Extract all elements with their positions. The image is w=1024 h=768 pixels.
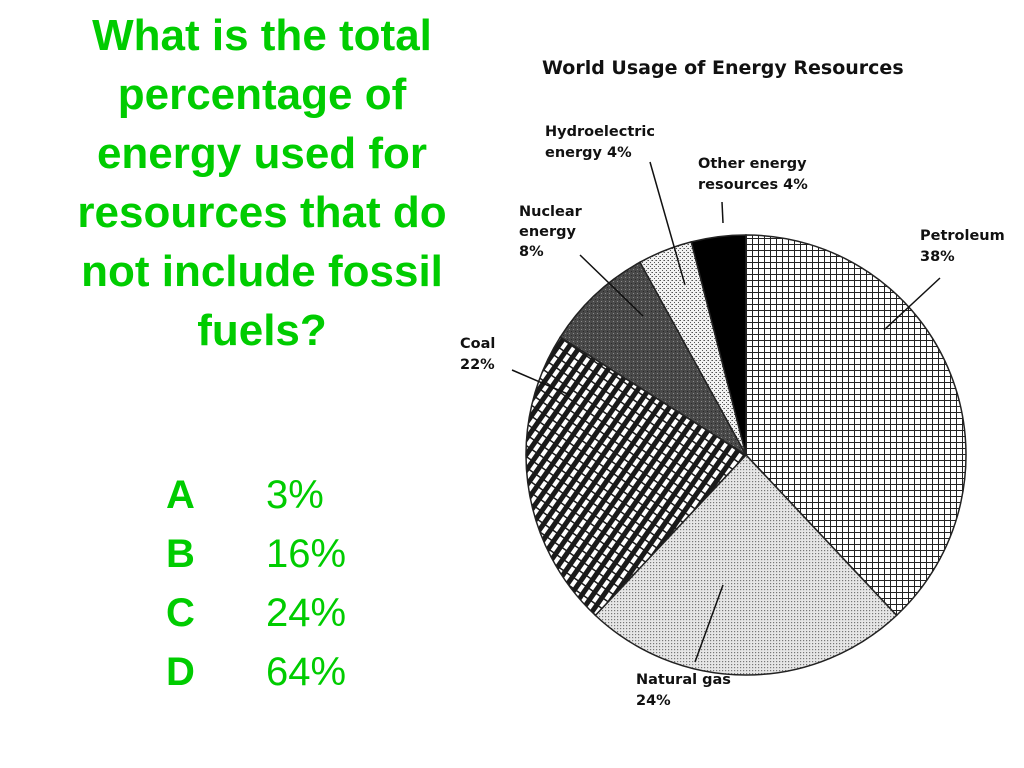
- answer-letter: B: [166, 532, 195, 576]
- slice-label: Nuclear energy 8%: [519, 204, 583, 260]
- pie-slice-nuclear-energy: [559, 261, 747, 456]
- answer-value: 16%: [266, 532, 347, 576]
- slice-label-line: Hydroelectric: [545, 124, 655, 140]
- slice-label-line: 8%: [519, 244, 544, 260]
- answer-value: 3%: [266, 473, 324, 517]
- question-text: What is the total percentage of energy u…: [14, 6, 510, 360]
- answer-option-d[interactable]: D 64%: [166, 643, 346, 702]
- pie-slice-other-energy-resources: [690, 234, 747, 456]
- answer-letter: D: [166, 650, 195, 694]
- slice-label-line: resources 4%: [698, 177, 808, 193]
- question-line: percentage of: [117, 70, 407, 119]
- slice-label-line: 24%: [636, 693, 671, 709]
- question-line: What is the total: [92, 11, 432, 60]
- answer-option-a[interactable]: A 3%: [166, 466, 346, 525]
- question-line: not include fossil: [81, 247, 443, 296]
- answer-option-b[interactable]: B 16%: [166, 525, 346, 584]
- slice-label: Hydroelectric energy 4%: [545, 124, 655, 161]
- leader-line: [579, 254, 644, 317]
- slice-label-line: Coal: [460, 336, 495, 352]
- answer-value: 64%: [266, 650, 347, 694]
- leader-line: [883, 277, 941, 331]
- slice-label-line: energy: [519, 224, 577, 240]
- slice-label: Natural gas 24%: [636, 672, 731, 709]
- slice-label-line: energy 4%: [545, 145, 632, 161]
- leader-line: [511, 369, 571, 396]
- pie-slice-natural-gas: [594, 453, 898, 676]
- question-line: energy used for: [96, 129, 428, 178]
- leader-line: [649, 161, 686, 286]
- pie-slices: [525, 234, 967, 676]
- leader-line: [694, 584, 724, 663]
- slice-label-line: Petroleum: [920, 228, 1005, 244]
- leader-line: [721, 201, 724, 224]
- slice-label: Petroleum 38%: [920, 228, 1005, 265]
- slice-label: Coal 22%: [460, 336, 495, 373]
- slice-label-line: 38%: [920, 249, 955, 265]
- answer-value: 24%: [266, 591, 347, 635]
- slice-label-line: Other energy: [698, 156, 807, 172]
- slice-labels: Petroleum 38% Natural gas 24% Coal 22% Nuclear…: [460, 124, 1005, 709]
- question-line: resources that do: [77, 188, 447, 237]
- slice-label-line: 22%: [460, 357, 495, 373]
- answer-letter: A: [166, 473, 195, 517]
- answer-choices: A 3% B 16% C 24% D 64%: [166, 466, 346, 702]
- answer-option-c[interactable]: C 24%: [166, 584, 346, 643]
- chart-title: World Usage of Energy Resources: [542, 57, 904, 79]
- pie-slice-coal: [525, 336, 748, 617]
- slice-label-line: Nuclear: [519, 204, 583, 220]
- slice-label: Other energy resources 4%: [698, 156, 808, 193]
- question-line: fuels?: [197, 306, 327, 355]
- leader-lines: [511, 161, 941, 663]
- pie-slice-petroleum: [745, 234, 967, 617]
- slice-label-line: Natural gas: [636, 672, 731, 688]
- answer-letter: C: [166, 591, 195, 635]
- energy-pie-chart: World Usage of Energy Resources Petroleu…: [460, 57, 1005, 709]
